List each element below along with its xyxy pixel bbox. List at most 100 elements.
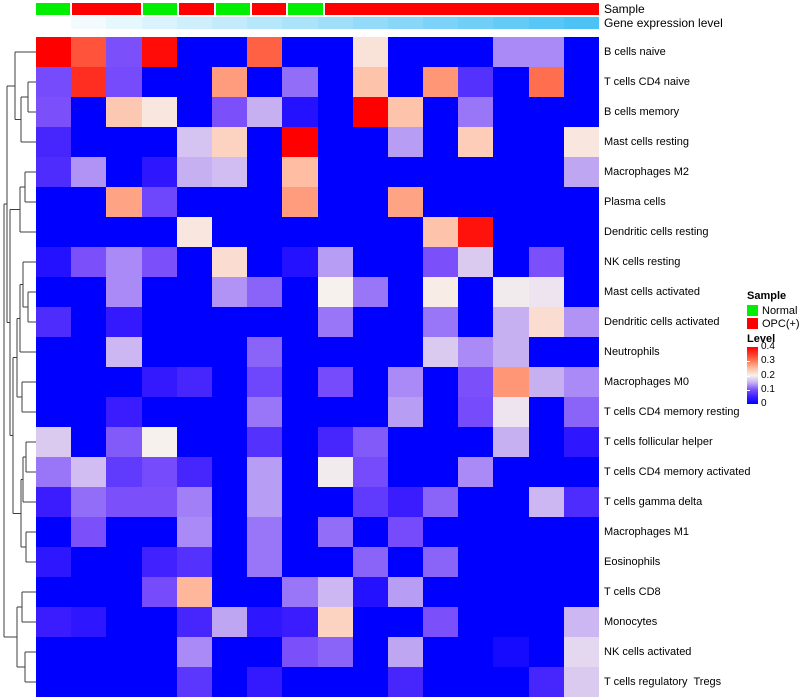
heatmap-cell xyxy=(387,487,424,517)
heatmap-cell xyxy=(423,427,459,457)
heatmap-cell xyxy=(528,667,564,697)
heatmap-cell xyxy=(106,427,142,457)
heatmap-cell xyxy=(563,337,599,367)
heatmap-cell xyxy=(176,337,212,367)
heatmap-cell xyxy=(36,457,72,487)
heatmap-cell xyxy=(282,487,318,517)
heatmap-cell xyxy=(176,667,212,697)
heatmap-cell xyxy=(141,67,177,97)
heatmap-cell xyxy=(247,427,283,457)
heatmap-cell xyxy=(211,67,248,97)
heatmap-cell xyxy=(387,97,424,127)
heatmap-cell xyxy=(247,457,283,487)
heatmap-cell xyxy=(71,577,107,607)
heatmap-cell xyxy=(36,247,72,277)
heatmap-cell xyxy=(106,277,142,307)
heatmap-cell xyxy=(106,397,142,427)
heatmap-cell xyxy=(528,97,564,127)
expression-annotation-cell xyxy=(176,17,212,29)
heatmap-cell xyxy=(458,247,494,277)
heatmap-cell xyxy=(352,397,388,427)
heatmap-cell xyxy=(282,397,318,427)
heatmap-cell xyxy=(528,607,564,637)
heatmap-cell xyxy=(317,427,353,457)
row-label: Dendritic cells resting xyxy=(604,226,709,238)
expression-annotation-cell xyxy=(106,17,142,29)
row-label: B cells naive xyxy=(604,46,666,58)
heatmap-cell xyxy=(458,157,494,187)
heatmap-cell xyxy=(528,337,564,367)
expression-annotation-cell xyxy=(282,17,318,29)
heatmap-grid xyxy=(36,37,599,697)
heatmap-cell xyxy=(352,187,388,217)
row-label: Macrophages M0 xyxy=(604,376,689,388)
heatmap-cell xyxy=(36,187,72,217)
heatmap-cell xyxy=(71,247,107,277)
heatmap-cell xyxy=(493,307,529,337)
heatmap-cell xyxy=(423,607,459,637)
row-label: T cells CD8 xyxy=(604,586,661,598)
heatmap-cell xyxy=(387,247,424,277)
heatmap-cell xyxy=(317,457,353,487)
heatmap-cell xyxy=(493,247,529,277)
heatmap-cell xyxy=(282,517,318,547)
heatmap-cell xyxy=(247,157,283,187)
heatmap-cell xyxy=(493,637,529,667)
sample-annotation-cell xyxy=(140,3,178,15)
level-tick-label: 0 xyxy=(761,398,767,409)
heatmap-cell xyxy=(36,427,72,457)
heatmap-cell xyxy=(352,307,388,337)
heatmap-cell xyxy=(71,37,107,67)
heatmap-cell xyxy=(36,277,72,307)
row-dendrogram xyxy=(3,51,36,683)
sample-annotation-cell xyxy=(177,3,214,15)
sample-annotation-cell xyxy=(564,3,599,15)
heatmap-cell xyxy=(458,607,494,637)
heatmap-cell xyxy=(423,517,459,547)
heatmap-cell xyxy=(247,577,283,607)
level-tick-label: 0.3 xyxy=(761,355,775,367)
heatmap-cell xyxy=(176,457,212,487)
heatmap-cell xyxy=(36,37,72,67)
heatmap-cell xyxy=(211,247,248,277)
heatmap-cell xyxy=(141,127,177,157)
heatmap-cell xyxy=(528,637,564,667)
heatmap-cell xyxy=(247,97,283,127)
heatmap-cell xyxy=(317,517,353,547)
expression-annotation-cell xyxy=(563,17,599,29)
expression-annotation-cell xyxy=(247,17,283,29)
heatmap-cell xyxy=(563,37,599,67)
heatmap-cell xyxy=(423,37,459,67)
heatmap-cell xyxy=(71,337,107,367)
heatmap-cell xyxy=(211,157,248,187)
heatmap-cell xyxy=(106,667,142,697)
heatmap-cell xyxy=(247,487,283,517)
sample-annotation-cell xyxy=(249,3,287,15)
heatmap-cell xyxy=(352,127,388,157)
heatmap-cell xyxy=(563,307,599,337)
heatmap-cell xyxy=(458,337,494,367)
row-label: Monocytes xyxy=(604,616,658,628)
heatmap-cell xyxy=(36,517,72,547)
heatmap-cell xyxy=(528,217,564,247)
heatmap-cell xyxy=(71,487,107,517)
heatmap-cell xyxy=(458,517,494,547)
heatmap-cell xyxy=(211,667,248,697)
heatmap-cell xyxy=(423,367,459,397)
sample-annotation-label: Sample xyxy=(604,2,645,16)
heatmap-cell xyxy=(387,427,424,457)
heatmap-cell xyxy=(176,37,212,67)
heatmap-cell xyxy=(458,97,494,127)
heatmap-cell xyxy=(352,37,388,67)
heatmap-cell xyxy=(282,637,318,667)
heatmap-cell xyxy=(36,337,72,367)
heatmap-cell xyxy=(387,337,424,367)
heatmap-cell xyxy=(493,127,529,157)
heatmap-cell xyxy=(493,487,529,517)
heatmap-cell xyxy=(563,457,599,487)
heatmap-cell xyxy=(423,487,459,517)
heatmap-cell xyxy=(36,577,72,607)
heatmap-cell xyxy=(36,67,72,97)
heatmap-cell xyxy=(528,187,564,217)
legend-sample-title: Sample xyxy=(747,290,787,302)
